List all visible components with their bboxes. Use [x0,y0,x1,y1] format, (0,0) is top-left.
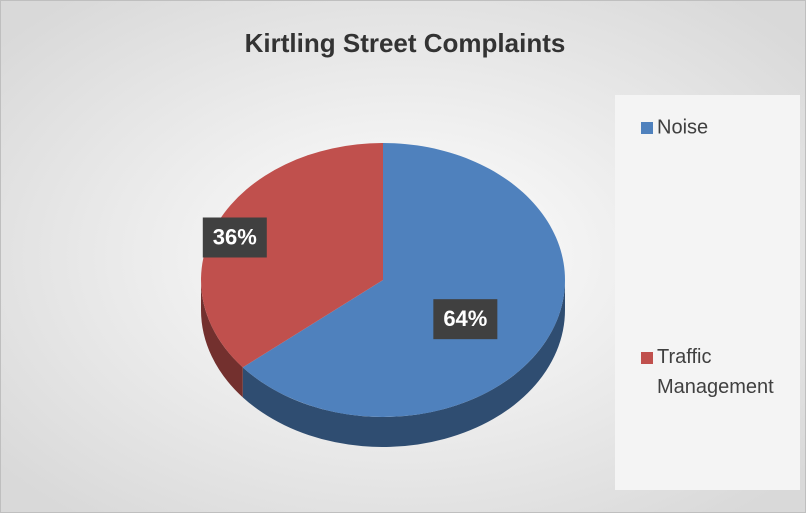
pie-slice-side [242,280,565,448]
data-label: 64% [443,306,487,331]
legend-label: Noise [657,116,708,138]
data-label-box [202,217,267,258]
pie-slice [242,143,565,417]
legend-label-line: Traffic [657,346,711,368]
legend-label: Traffic Management [657,346,774,398]
data-label-box [433,299,498,340]
legend-swatch [641,122,653,134]
legend-label-line: Management [657,376,774,398]
pie-slice [201,143,383,368]
legend-panel [615,95,800,490]
chart-title: Kirtling Street Complaints [245,28,566,58]
data-label: 36% [213,224,257,249]
legend-swatch [641,352,653,364]
pie-slice-side [201,280,243,398]
